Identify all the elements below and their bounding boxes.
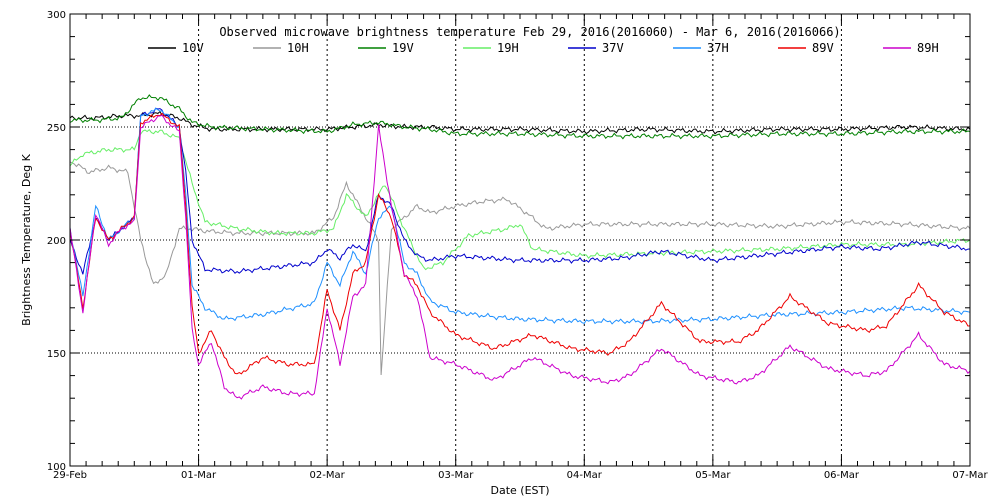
legend-label-10V: 10V (182, 41, 204, 55)
series-line-89H (69, 114, 971, 400)
x-tick-label-1: 01-Mar (181, 470, 217, 481)
series-line-89V (69, 112, 971, 375)
x-tick-label-7: 07-Mar (952, 470, 988, 481)
x-tick-label-6: 06-Mar (824, 470, 860, 481)
legend-label-19H: 19H (497, 41, 519, 55)
series-line-10V (69, 110, 971, 135)
y-tick-label-300: 300 (47, 10, 66, 21)
x-axis-label: Date (EST) (490, 484, 549, 497)
legend-label-10H: 10H (287, 41, 309, 55)
y-tick-label-200: 200 (47, 236, 66, 247)
grid (70, 14, 970, 466)
y-tick-label-100: 100 (47, 462, 66, 473)
x-tick-label-5: 05-Mar (695, 470, 731, 481)
legend-label-89V: 89V (812, 41, 834, 55)
series-group (69, 94, 971, 400)
y-axis-label: Brightness Temperature, Deg K (20, 153, 33, 325)
series-line-19V (69, 94, 971, 140)
x-tick-label-3: 03-Mar (438, 470, 474, 481)
y-tick-label-150: 150 (47, 349, 66, 360)
x-tick-label-2: 02-Mar (310, 470, 346, 481)
legend-label-19V: 19V (392, 41, 414, 55)
legend-label-37H: 37H (707, 41, 729, 55)
legend: 10V 10H 19V 19H 37V 37H 89V 89H (148, 41, 939, 55)
x-tick-label-0: 29-Feb (53, 470, 87, 481)
series-line-37H (69, 107, 971, 325)
y-tick-label-250: 250 (47, 123, 66, 134)
series-line-19H (69, 128, 971, 271)
legend-label-37V: 37V (602, 41, 624, 55)
x-tick-label-4: 04-Mar (567, 470, 603, 481)
legend-label-89H: 89H (917, 41, 939, 55)
series-line-10H (69, 161, 971, 376)
chart-title: Observed microwave brightness temperatur… (219, 25, 840, 39)
series-line-37V (69, 107, 971, 275)
ticks: 100 150 200 250 300 29-Feb 01-Mar 02-Mar 03-Mar 0… (47, 10, 989, 481)
